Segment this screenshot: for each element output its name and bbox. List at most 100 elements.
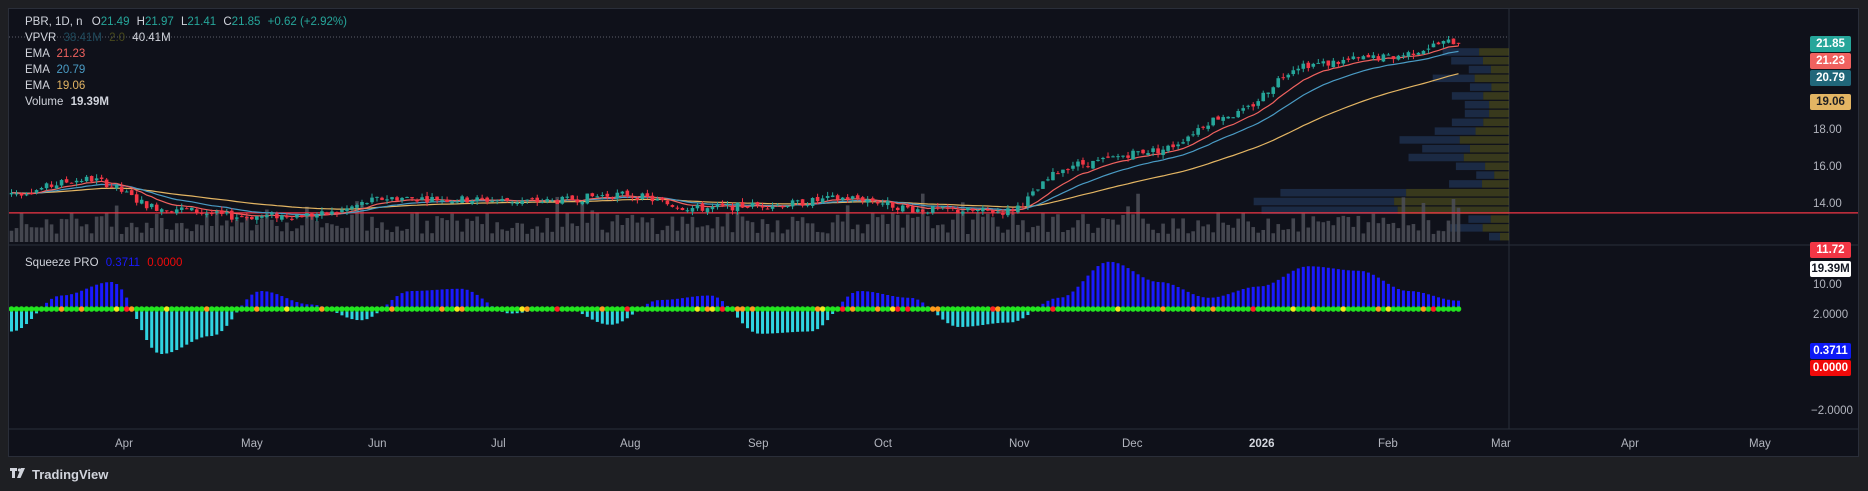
- volume-bar: [1026, 232, 1030, 242]
- candle-body: [680, 207, 685, 211]
- squeeze-histogram-bar: [1046, 300, 1050, 309]
- squeeze-histogram-bar: [255, 291, 259, 309]
- volume-bar: [966, 233, 970, 242]
- candle-body: [1416, 52, 1421, 55]
- squeeze-dot: [103, 306, 110, 312]
- candle-body: [665, 200, 670, 205]
- candle-body: [390, 197, 394, 200]
- squeeze-dot: [123, 306, 130, 312]
- candle-body: [260, 216, 264, 218]
- squeeze-dot: [1085, 306, 1091, 312]
- squeeze-histogram-bar: [1236, 290, 1240, 309]
- volume-bar: [1006, 229, 1010, 242]
- volume-bar: [925, 216, 930, 242]
- volume-bar: [800, 217, 805, 242]
- tradingview-footer[interactable]: TradingView: [10, 466, 108, 482]
- volume-bar: [1311, 216, 1316, 242]
- volume-bar: [1396, 228, 1401, 242]
- candle-body: [370, 197, 374, 203]
- vpvr-bar-down: [1482, 180, 1509, 188]
- squeeze-histogram-bar: [465, 289, 469, 309]
- candle-body: [695, 204, 700, 209]
- candle-body: [575, 199, 580, 203]
- squeeze-histogram-bar: [195, 309, 199, 340]
- squeeze-dot: [1090, 306, 1096, 312]
- candle-body: [605, 193, 610, 197]
- candle-body: [1016, 205, 1020, 213]
- volume-bar: [1306, 227, 1311, 242]
- squeeze-dot: [769, 306, 776, 312]
- volume-bar: [395, 226, 399, 242]
- candle-body: [1221, 117, 1225, 121]
- squeeze-dot: [809, 306, 816, 312]
- candle-body: [880, 203, 885, 205]
- x-tick-label: Apr: [1621, 438, 1639, 450]
- volume-bar: [14, 228, 19, 242]
- squeeze-histogram-bar: [1111, 262, 1115, 309]
- squeeze-histogram-bar: [851, 292, 855, 309]
- candle-body: [1171, 144, 1175, 148]
- candle-body: [355, 205, 359, 208]
- candle-body: [405, 196, 409, 198]
- squeeze-histogram-bar: [791, 309, 795, 333]
- squeeze-legend[interactable]: Squeeze PRO 0.3711 0.0000: [25, 255, 182, 271]
- volume-bar: [144, 222, 149, 242]
- squeeze-dot: [1290, 306, 1297, 312]
- squeeze-histogram-bar: [1256, 286, 1260, 309]
- x-tick-label: Sep: [748, 438, 769, 450]
- candle-body: [1281, 77, 1286, 79]
- squeeze-dot: [299, 306, 305, 312]
- candle-body: [1201, 126, 1205, 128]
- squeeze-dot: [73, 306, 80, 312]
- squeeze-histogram-bar: [866, 291, 870, 309]
- ema-legend-3[interactable]: EMA 19.06: [25, 78, 85, 94]
- candle-body: [149, 203, 154, 208]
- squeeze-histogram-bar: [1106, 261, 1110, 309]
- candle-body: [290, 218, 294, 220]
- squeeze-dot: [113, 306, 120, 312]
- squeeze-histogram-bar: [230, 309, 234, 320]
- volume-legend[interactable]: Volume 19.39M: [25, 94, 109, 110]
- volume-bar: [855, 224, 860, 242]
- volume-bar: [1106, 218, 1110, 242]
- volume-bar: [730, 232, 735, 242]
- volume-bar: [1056, 214, 1060, 242]
- squeeze-histogram-bar: [916, 299, 920, 309]
- squeeze-histogram-bar: [135, 309, 139, 319]
- candle-body: [214, 211, 219, 213]
- volume-bar: [325, 223, 329, 242]
- squeeze-histogram-bar: [1351, 270, 1355, 309]
- candle-body: [1206, 125, 1210, 129]
- squeeze-dot: [1015, 306, 1021, 312]
- volume-bar: [9, 230, 14, 242]
- ema-legend-2[interactable]: EMA 20.79: [25, 62, 85, 78]
- chart-canvas[interactable]: [9, 9, 1858, 456]
- vpvr-legend[interactable]: VPVR 38.41M 2.0 40.41M: [25, 30, 171, 46]
- candle-body: [760, 206, 765, 208]
- candle-body: [750, 202, 755, 207]
- squeeze-dot: [1310, 306, 1317, 312]
- squeeze-dot: [439, 306, 445, 312]
- squeeze-dot: [789, 306, 796, 312]
- ema-slow-line: [11, 73, 1459, 210]
- chart-frame[interactable]: PBR, 1D, n O21.49 H21.97 L21.41 C21.85 +…: [8, 8, 1859, 457]
- volume-bar: [740, 216, 745, 242]
- vpvr-bar-down: [1489, 109, 1509, 118]
- ema-legend-1[interactable]: EMA 21.23: [25, 46, 85, 62]
- candle-body: [119, 186, 124, 192]
- volume-bar: [64, 219, 69, 242]
- squeeze-histogram-bar: [55, 296, 59, 309]
- volume-bar: [89, 233, 94, 242]
- squeeze-dot: [1410, 306, 1417, 312]
- squeeze-dot: [1225, 306, 1231, 312]
- squeeze-histogram-bar: [1096, 266, 1100, 309]
- candle-body: [885, 200, 890, 206]
- squeeze-histogram-bar: [876, 292, 880, 309]
- squeeze-dot: [599, 306, 606, 312]
- volume-bar: [1411, 224, 1416, 242]
- volume-bar: [1136, 193, 1140, 242]
- candle-body: [189, 207, 194, 211]
- volume-bar: [1156, 233, 1160, 242]
- volume-bar: [1161, 223, 1165, 242]
- squeeze-histogram-bar: [1451, 300, 1455, 309]
